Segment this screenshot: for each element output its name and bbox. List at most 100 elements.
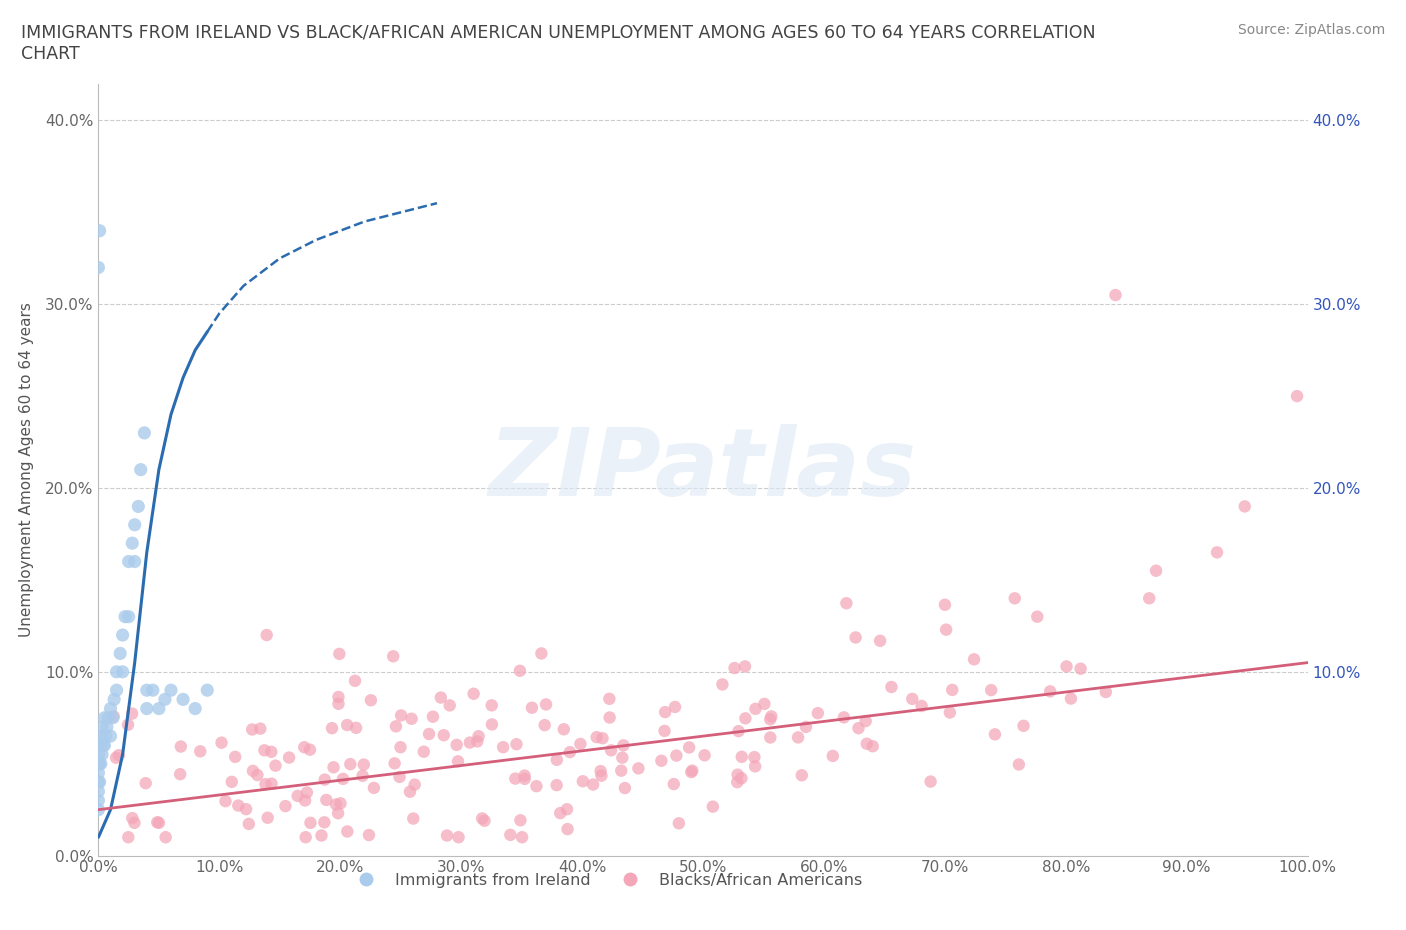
Text: CHART: CHART (21, 45, 80, 62)
Point (744, 750, 766, 764)
Point (363, 780, 385, 795)
Point (260, 777, 283, 791)
Y-axis label: Unemployment Among Ages 60 to 64 years: Unemployment Among Ages 60 to 64 years (18, 302, 34, 637)
Point (650, 753, 672, 768)
Point (807, 706, 830, 721)
Point (295, 785, 318, 800)
Point (754, 697, 776, 711)
Point (105, 683, 128, 698)
Point (835, 596, 858, 611)
Point (388, 769, 411, 784)
Point (135, 683, 157, 698)
Point (184, 701, 207, 716)
Point (117, 830, 139, 844)
Point (790, 768, 813, 783)
Point (654, 705, 676, 720)
Point (869, 633, 891, 648)
Point (256, 810, 278, 825)
Point (513, 768, 536, 783)
Point (256, 628, 278, 643)
Point (963, 652, 986, 667)
Point (329, 796, 352, 811)
Point (734, 659, 756, 674)
Point (170, 739, 193, 754)
Point (114, 609, 136, 624)
Point (142, 683, 165, 698)
Point (328, 646, 350, 661)
Point (124, 554, 146, 569)
Point (89, 223, 111, 238)
Point (93, 737, 115, 752)
Point (214, 793, 236, 808)
Point (87, 260, 110, 275)
Point (678, 740, 700, 755)
Point (654, 724, 676, 738)
Point (730, 771, 752, 786)
Point (553, 722, 575, 737)
Point (91, 737, 114, 752)
Point (794, 720, 817, 735)
Point (920, 774, 942, 789)
Point (195, 683, 218, 698)
Point (725, 775, 748, 790)
Point (744, 701, 766, 716)
Point (612, 751, 634, 765)
Point (1012, 718, 1035, 733)
Point (681, 764, 703, 779)
Point (146, 815, 169, 830)
Point (242, 764, 264, 778)
Point (627, 761, 650, 776)
Point (246, 767, 269, 782)
Point (264, 758, 287, 773)
Point (855, 737, 877, 751)
Point (530, 646, 553, 661)
Text: IMMIGRANTS FROM IRELAND VS BLACK/AFRICAN AMERICAN UNEMPLOYMENT AMONG AGES 60 TO : IMMIGRANTS FROM IRELAND VS BLACK/AFRICAN… (21, 23, 1095, 41)
Point (321, 721, 343, 736)
Point (111, 664, 134, 679)
Point (600, 743, 623, 758)
Point (343, 673, 366, 688)
Point (1095, 684, 1118, 699)
Point (169, 766, 191, 781)
Point (599, 711, 621, 725)
Point (325, 797, 347, 812)
Point (124, 517, 146, 532)
Point (118, 554, 141, 569)
Point (412, 744, 434, 759)
Point (1060, 691, 1083, 706)
Point (235, 802, 257, 817)
Point (465, 734, 488, 749)
Point (509, 813, 531, 828)
Point (1137, 591, 1160, 605)
Point (821, 749, 844, 764)
Point (90, 729, 112, 744)
Point (934, 597, 956, 612)
Point (100, 729, 122, 744)
Point (845, 630, 868, 644)
Point (148, 816, 170, 830)
Point (299, 816, 322, 830)
Point (121, 706, 143, 721)
Point (121, 536, 143, 551)
Point (172, 692, 194, 707)
Point (557, 822, 579, 837)
Point (572, 774, 595, 789)
Point (481, 698, 503, 712)
Point (89, 737, 111, 752)
Point (91, 747, 114, 762)
Point (591, 768, 613, 783)
Point (598, 691, 620, 706)
Point (357, 828, 380, 843)
Point (404, 777, 426, 792)
Point (668, 816, 690, 830)
Point (613, 780, 636, 795)
Point (510, 830, 533, 844)
Point (447, 754, 470, 769)
Point (458, 736, 481, 751)
Point (135, 701, 157, 716)
Point (569, 737, 592, 751)
Point (336, 718, 359, 733)
Point (260, 744, 283, 759)
Point (129, 462, 152, 477)
Point (513, 771, 536, 786)
